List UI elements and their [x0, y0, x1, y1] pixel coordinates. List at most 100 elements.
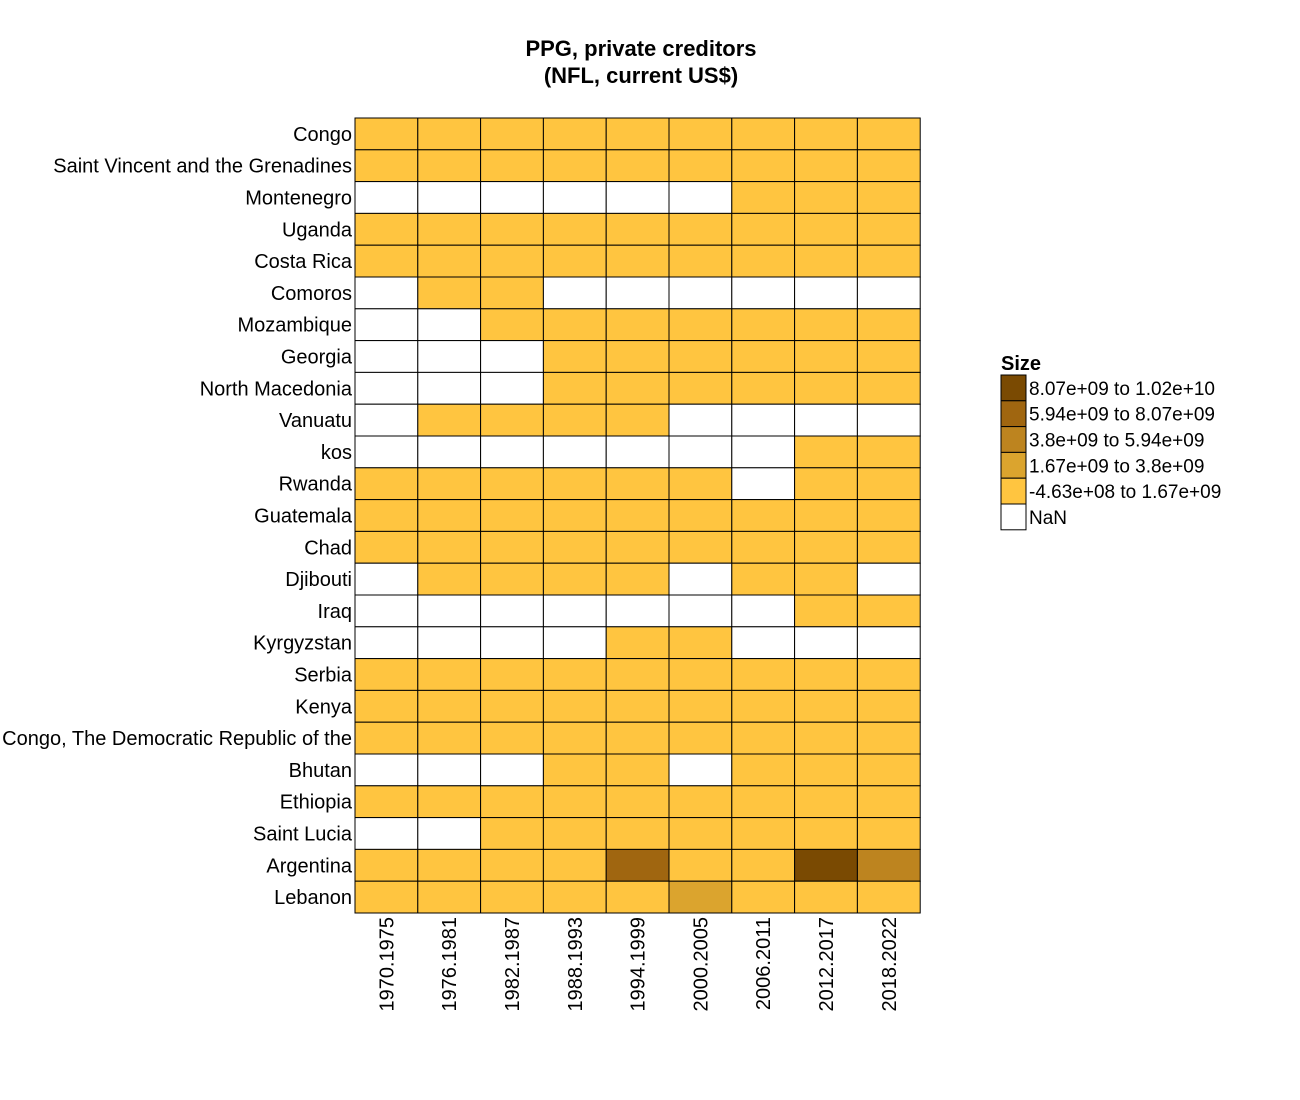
heatmap-cell [354, 658, 419, 691]
heatmap-cell [605, 149, 670, 183]
heatmap-cell [480, 276, 544, 310]
heatmap-cell [731, 785, 796, 819]
heatmap-cell [417, 244, 482, 278]
heatmap-cell [417, 658, 482, 691]
heatmap-cell [794, 689, 858, 723]
heatmap-cell [480, 689, 544, 723]
heatmap-cell [731, 753, 796, 787]
heatmap-cell [542, 817, 607, 850]
heatmap-cell [731, 594, 796, 628]
chart-title-line-1: PPG, private creditors [525, 36, 756, 61]
heatmap-cell [794, 371, 858, 405]
heatmap-cell [668, 371, 733, 405]
heatmap-cell [542, 212, 607, 246]
heatmap-cell [856, 244, 921, 278]
heatmap-cell [668, 626, 733, 660]
heatmap-cell [542, 340, 607, 373]
heatmap-cell [354, 880, 419, 914]
heatmap-cell [417, 276, 482, 310]
heatmap-cell [354, 626, 419, 660]
legend-label: 5.94e+09 to 8.07e+09 [1029, 405, 1215, 426]
heatmap-cell [480, 658, 544, 691]
heatmap-cell [480, 181, 544, 214]
heatmap-cell [731, 244, 796, 278]
heatmap-cell [354, 689, 419, 723]
legend-swatch [1000, 451, 1027, 479]
heatmap-cell [417, 467, 482, 501]
heatmap-cell [731, 530, 796, 564]
heatmap-cell [480, 499, 544, 532]
heatmap-cell [668, 817, 733, 850]
heatmap-cell [794, 562, 858, 596]
heatmap-cell [480, 753, 544, 787]
heatmap-cell [605, 721, 670, 755]
heatmap-cell [731, 181, 796, 214]
heatmap-cell [794, 658, 858, 691]
heatmap-cell [480, 149, 544, 183]
y-tick-label: Saint Vincent and the Grenadines [53, 156, 352, 178]
y-tick-label: Mozambique [237, 315, 352, 337]
heatmap-cell [856, 499, 921, 532]
heatmap-cell [605, 117, 670, 151]
y-tick-label: Chad [304, 537, 352, 559]
heatmap-cell [542, 499, 607, 532]
legend-label: NaN [1029, 508, 1067, 529]
heatmap-cell [542, 880, 607, 914]
x-tick-label: 2006.2011 [753, 917, 775, 1010]
heatmap-cell [856, 371, 921, 405]
heatmap-cell [480, 594, 544, 628]
heatmap-cell [731, 371, 796, 405]
heatmap-cell [480, 117, 544, 151]
heatmap-cell [417, 848, 482, 882]
heatmap-cell [605, 562, 670, 596]
heatmap-cell [417, 785, 482, 819]
y-tick-label: Serbia [294, 665, 353, 687]
heatmap-cell [480, 340, 544, 373]
heatmap-cell [794, 149, 858, 183]
heatmap-cell [542, 403, 607, 437]
y-tick-label: Saint Lucia [253, 824, 353, 846]
heatmap-cell [856, 753, 921, 787]
heatmap-cell [794, 880, 858, 914]
heatmap-cell [417, 721, 482, 755]
heatmap-cell [731, 689, 796, 723]
heatmap-cell [668, 181, 733, 214]
heatmap-cell [354, 721, 419, 755]
heatmap-cell [480, 626, 544, 660]
heatmap-cell [605, 244, 670, 278]
heatmap-cell [605, 308, 670, 342]
heatmap-cell [668, 753, 733, 787]
y-tick-label: Kyrgyzstan [253, 633, 352, 655]
legend-label: -4.63e+08 to 1.67e+09 [1029, 482, 1221, 503]
y-tick-label: Uganda [282, 219, 353, 241]
heatmap-cell [668, 880, 733, 914]
heatmap-cell [354, 435, 419, 469]
heatmap-cell [794, 467, 858, 501]
legend-label: 8.07e+09 to 1.02e+10 [1029, 379, 1215, 400]
heatmap-cell [794, 530, 858, 564]
heatmap-cell [480, 308, 544, 342]
heatmap-cell [731, 149, 796, 183]
y-tick-label: kos [321, 442, 352, 464]
legend-title: Size [1001, 353, 1041, 375]
y-tick-label: Kenya [295, 696, 353, 718]
heatmap-cell [856, 817, 921, 850]
heatmap-cell [542, 117, 607, 151]
heatmap-cell [794, 721, 858, 755]
heatmap-cell [542, 721, 607, 755]
heatmap-cell [605, 817, 670, 850]
heatmap-cell [731, 276, 796, 310]
heatmap-cell [542, 848, 607, 882]
heatmap-cell [542, 626, 607, 660]
heatmap-cell [856, 340, 921, 373]
heatmap-cell [731, 880, 796, 914]
y-tick-label: Iraq [318, 601, 352, 623]
heatmap-cell [480, 721, 544, 755]
x-tick-label: 2000.2005 [690, 917, 712, 1012]
heatmap-cell [856, 308, 921, 342]
heatmap-cell [731, 626, 796, 660]
heatmap-cell [417, 340, 482, 373]
heatmap-cell [668, 562, 733, 596]
heatmap-cell [480, 530, 544, 564]
heatmap-cell [856, 117, 921, 151]
